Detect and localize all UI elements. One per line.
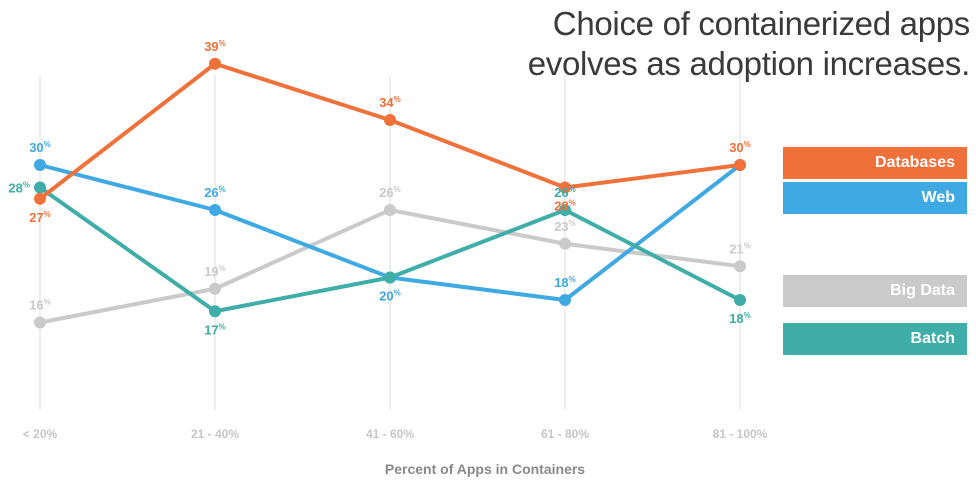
data-label-web: 30% <box>29 140 51 155</box>
chart-title-line-2: evolves as adoption increases. <box>527 45 971 82</box>
x-tick-label: < 20% <box>23 427 58 441</box>
data-label-batch: 18% <box>729 311 751 326</box>
data-label-web: 18% <box>554 275 576 290</box>
x-tick-label: 41 - 60% <box>366 427 414 441</box>
x-axis-label: Percent of Apps in Containers <box>385 461 585 477</box>
data-point-big-data <box>559 237 571 250</box>
data-point-batch <box>384 271 396 284</box>
chart-title-line-1: Choice of containerized apps <box>552 5 971 42</box>
data-label-web: 26% <box>204 185 226 200</box>
x-tick-labels: < 20% 21 - 40% 41 - 60% 61 - 80% 81 - 100% <box>23 427 768 441</box>
vertical-gridlines <box>39 75 741 410</box>
data-labels: 16%19%26%23%21%30%26%20%18%28%17%26%18%2… <box>8 39 750 338</box>
x-tick-label: 21 - 40% <box>191 427 239 441</box>
series-points <box>34 57 746 329</box>
data-point-batch <box>559 204 571 216</box>
data-point-big-data <box>734 260 746 273</box>
data-label-databases: 27% <box>29 210 51 225</box>
data-label-big-data: 16% <box>29 298 51 313</box>
data-label-batch: 17% <box>204 322 226 337</box>
data-point-web <box>209 204 221 216</box>
data-point-databases <box>559 181 571 194</box>
data-point-batch <box>734 294 746 306</box>
data-label-big-data: 19% <box>204 264 226 279</box>
legend-item-databases: Databases <box>783 147 967 179</box>
data-point-databases <box>209 57 221 70</box>
data-point-web <box>559 294 571 306</box>
x-tick-label: 81 - 100% <box>713 427 768 441</box>
data-point-databases <box>734 159 746 171</box>
legend-item-big-data: Big Data <box>783 275 967 307</box>
data-point-batch <box>209 305 221 318</box>
data-point-batch <box>34 181 46 194</box>
data-point-big-data <box>34 316 46 329</box>
data-label-big-data: 26% <box>379 185 401 200</box>
data-label-big-data: 23% <box>554 219 576 234</box>
data-label-web: 20% <box>379 289 401 304</box>
legend-item-web: Web <box>783 182 967 214</box>
data-label-batch: 28% <box>8 181 30 196</box>
data-point-databases <box>384 114 396 126</box>
data-point-web <box>34 159 46 171</box>
data-label-databases: 39% <box>204 39 226 54</box>
data-point-big-data <box>209 282 221 295</box>
data-label-databases: 30% <box>729 140 751 155</box>
x-tick-label: 61 - 80% <box>541 427 589 441</box>
data-point-databases <box>34 192 46 205</box>
chart-title: Choice of containerized apps evolves as … <box>527 4 971 84</box>
legend-item-batch: Batch <box>783 323 967 355</box>
data-label-big-data: 21% <box>729 241 751 256</box>
data-label-databases: 28% <box>554 199 576 214</box>
data-label-databases: 34% <box>379 95 401 110</box>
data-point-big-data <box>384 204 396 216</box>
